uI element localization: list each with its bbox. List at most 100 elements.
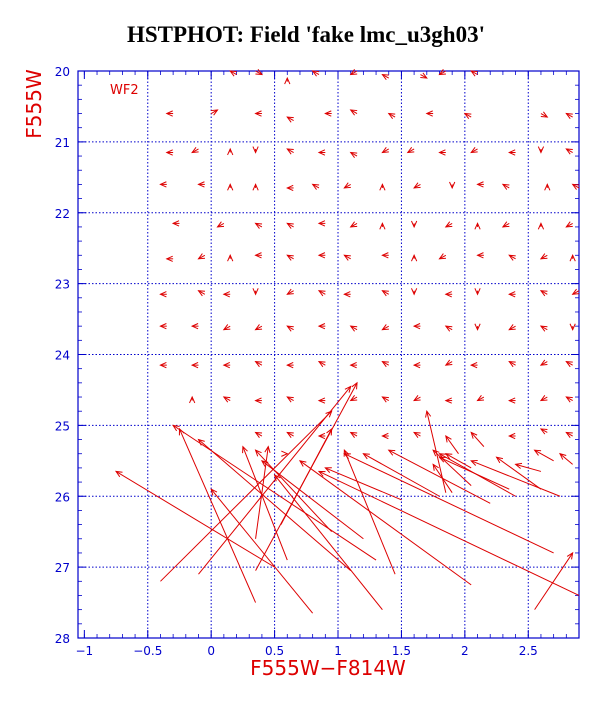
vector-arrow <box>197 181 205 188</box>
vector-arrow <box>565 221 573 228</box>
arrow-head <box>252 288 259 296</box>
arrow-head <box>539 325 548 332</box>
y-tick-label: 24 <box>55 349 70 363</box>
arrow-head <box>349 325 358 332</box>
arrow-head <box>317 149 326 156</box>
vector-arrow <box>569 323 576 331</box>
arrow-head <box>565 360 573 368</box>
vector-arrow <box>508 324 516 331</box>
vector-arrow <box>159 362 167 369</box>
vector-arrow <box>255 445 271 539</box>
arrow-head <box>476 181 484 188</box>
vector-arrow <box>255 381 358 571</box>
arrow-head <box>317 432 326 440</box>
vector-arrow <box>178 427 257 603</box>
arrow-head <box>571 288 580 295</box>
arrow-head <box>325 410 333 418</box>
vector-arrow <box>227 254 234 262</box>
arrow-shaft <box>172 424 377 561</box>
arrow-head <box>254 222 263 229</box>
x-tick-label: −0.5 <box>133 644 162 658</box>
vector-arrow <box>438 456 510 490</box>
arrow-head <box>537 146 545 154</box>
vector-arrow <box>470 146 478 154</box>
vector-arrow <box>317 323 326 330</box>
vector-arrow <box>411 254 418 262</box>
vector-arrow <box>537 222 545 230</box>
arrow-head <box>565 112 573 120</box>
y-tick-label: 26 <box>55 490 70 504</box>
vector-arrow <box>286 288 294 295</box>
arrow-head <box>362 453 370 460</box>
vector-arrow <box>349 109 358 116</box>
arrow-head <box>286 362 294 369</box>
vector-arrow <box>476 252 484 259</box>
vector-arrow <box>317 397 326 404</box>
arrow-head <box>254 252 262 259</box>
arrow-head <box>197 181 205 188</box>
vector-arrow <box>159 291 167 298</box>
vector-arrow <box>501 183 510 190</box>
vector-arrow <box>189 395 196 404</box>
arrow-shaft <box>471 460 561 497</box>
vector-arrow <box>413 395 421 402</box>
x-tick-label: −1 <box>75 644 93 658</box>
vector-arrow <box>286 184 294 192</box>
arrow-head <box>286 148 294 155</box>
arrow-head <box>159 323 167 330</box>
vector-arrow <box>197 438 352 572</box>
arrow-head <box>165 149 173 156</box>
vector-arrow <box>317 432 326 440</box>
arrow-head <box>411 254 418 262</box>
axes <box>77 70 580 639</box>
vector-arrow <box>476 395 485 402</box>
vector-arrow <box>190 323 199 330</box>
vector-arrow <box>222 291 231 298</box>
arrow-head <box>317 220 326 227</box>
vector-arrow <box>412 362 421 369</box>
vector-arrow <box>216 221 225 228</box>
x-tick-label: 0.5 <box>265 644 284 658</box>
vector-arrow <box>254 431 263 438</box>
arrow-head <box>381 432 389 440</box>
arrow-head <box>159 291 167 298</box>
arrow-head <box>412 323 421 330</box>
vector-arrow <box>539 290 548 297</box>
arrow-head <box>254 431 263 438</box>
arrow-head <box>229 70 237 77</box>
vector-arrow <box>227 147 234 156</box>
arrow-head <box>406 146 415 154</box>
vector-arrow <box>449 181 456 190</box>
arrow-head <box>565 148 573 155</box>
arrow-head <box>311 183 320 190</box>
arrow-head <box>444 359 453 366</box>
arrow-head <box>172 424 180 432</box>
vector-arrow <box>474 323 481 331</box>
arrow-head <box>381 73 389 81</box>
vector-arrow <box>343 449 396 575</box>
arrow-head <box>242 445 248 454</box>
vector-arrow <box>286 431 294 438</box>
vector-arrow <box>495 456 542 490</box>
vector-arrow <box>286 148 294 155</box>
vector-arrow <box>324 467 402 501</box>
arrow-head <box>444 325 453 332</box>
vector-arrow <box>254 252 262 259</box>
vector-arrow <box>565 396 573 403</box>
vector-arrow <box>533 449 554 462</box>
y-tick-label: 21 <box>55 136 70 150</box>
arrow-head <box>474 222 481 230</box>
vector-arrow <box>445 435 459 455</box>
vector-arrow <box>501 221 510 228</box>
arrow-shaft <box>343 449 396 575</box>
arrow-head <box>569 254 576 262</box>
arrow-head <box>252 146 259 154</box>
arrow-head <box>412 362 421 369</box>
vector-arrow <box>317 360 326 368</box>
arrow-head <box>501 183 510 190</box>
y-tick-label: 20 <box>55 65 70 79</box>
x-tick-label: 2.5 <box>519 644 538 658</box>
arrow-head <box>216 221 225 228</box>
arrow-head <box>539 290 548 297</box>
vector-arrow <box>254 449 333 533</box>
